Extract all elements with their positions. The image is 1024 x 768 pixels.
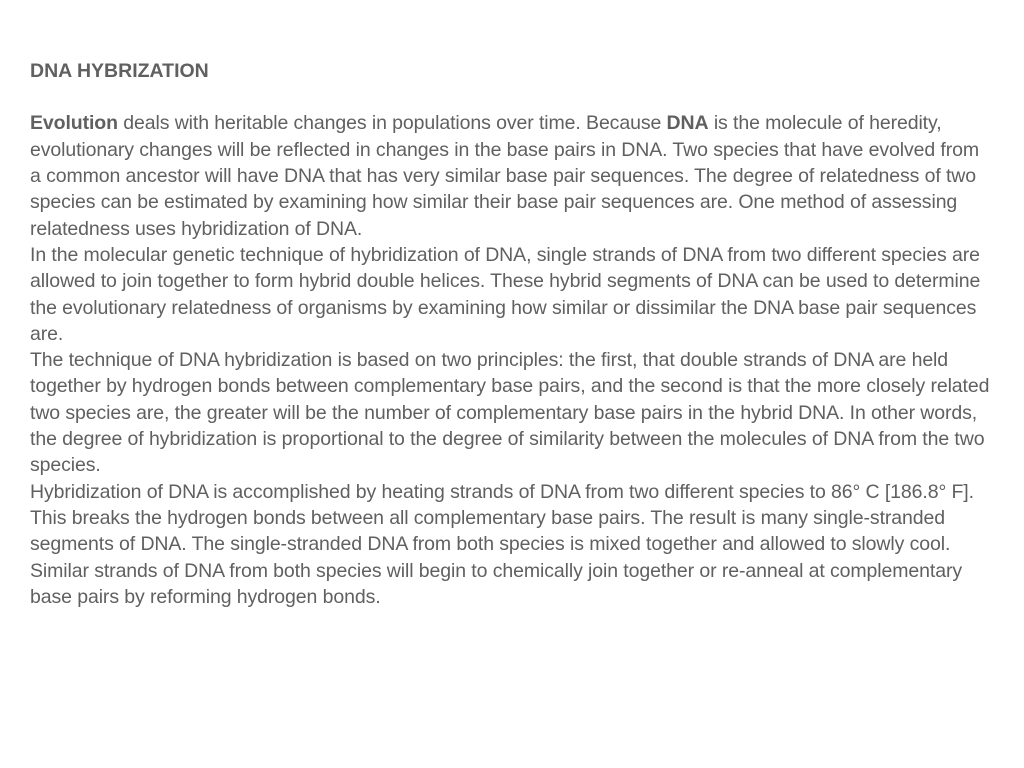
paragraph-1: Evolution deals with heritable changes i…: [30, 110, 994, 242]
document-body: Evolution deals with heritable changes i…: [30, 110, 994, 610]
paragraph-2: In the molecular genetic technique of hy…: [30, 242, 994, 347]
bold-dna: DNA: [667, 112, 709, 134]
bold-evolution: Evolution: [30, 112, 118, 134]
para1-text1: deals with heritable changes in populati…: [118, 112, 667, 134]
paragraph-4: Hybridization of DNA is accomplished by …: [30, 479, 994, 611]
document-title: DNA HYBRIZATION: [30, 58, 994, 84]
paragraph-3: The technique of DNA hybridization is ba…: [30, 347, 994, 479]
